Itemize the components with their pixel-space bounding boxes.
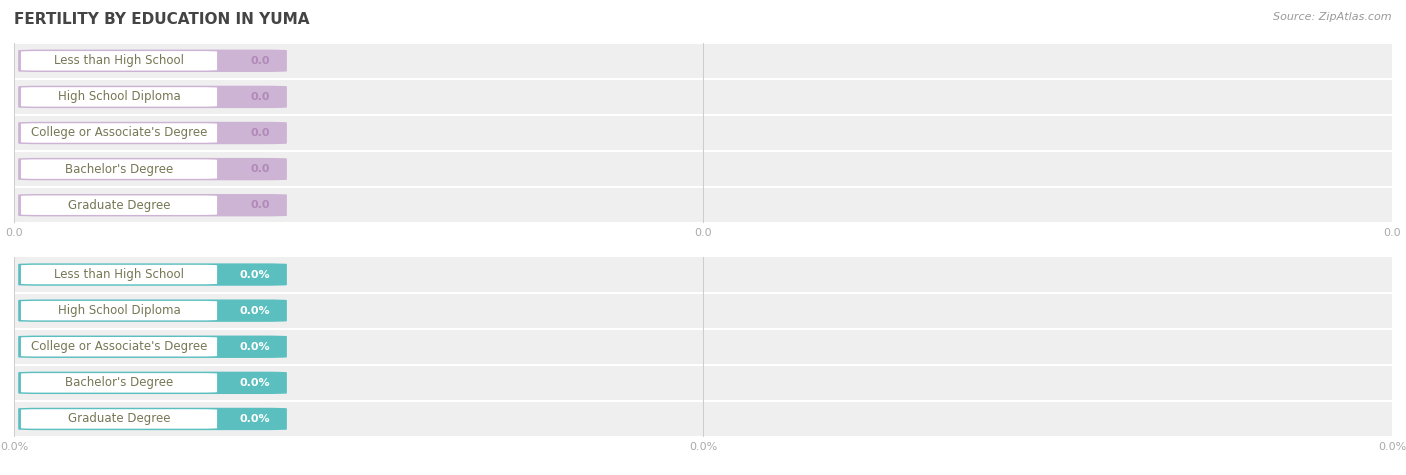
Text: High School Diploma: High School Diploma <box>58 90 180 104</box>
Text: Bachelor's Degree: Bachelor's Degree <box>65 376 173 390</box>
Text: Graduate Degree: Graduate Degree <box>67 199 170 212</box>
Text: 0.0%: 0.0% <box>239 378 270 388</box>
Text: Less than High School: Less than High School <box>53 268 184 281</box>
Text: 0.0: 0.0 <box>250 92 270 102</box>
Bar <box>14 187 1392 223</box>
FancyBboxPatch shape <box>18 49 287 72</box>
Bar <box>14 329 1392 365</box>
FancyBboxPatch shape <box>21 301 217 321</box>
FancyBboxPatch shape <box>18 194 287 217</box>
Text: 0.0: 0.0 <box>250 56 270 66</box>
Text: 0.0: 0.0 <box>250 128 270 138</box>
Text: 0.0%: 0.0% <box>239 269 270 280</box>
FancyBboxPatch shape <box>21 159 217 179</box>
FancyBboxPatch shape <box>18 335 287 358</box>
FancyBboxPatch shape <box>18 122 287 144</box>
Text: College or Associate's Degree: College or Associate's Degree <box>31 126 207 140</box>
FancyBboxPatch shape <box>18 158 287 180</box>
FancyBboxPatch shape <box>21 51 217 71</box>
Bar <box>14 365 1392 401</box>
FancyBboxPatch shape <box>21 409 217 429</box>
FancyBboxPatch shape <box>18 86 287 108</box>
Text: 0.0%: 0.0% <box>239 305 270 316</box>
Bar <box>14 151 1392 187</box>
Text: 0.0%: 0.0% <box>239 342 270 352</box>
FancyBboxPatch shape <box>18 408 287 430</box>
FancyBboxPatch shape <box>21 195 217 215</box>
Text: High School Diploma: High School Diploma <box>58 304 180 317</box>
FancyBboxPatch shape <box>21 123 217 143</box>
FancyBboxPatch shape <box>18 371 287 394</box>
Text: 0.0%: 0.0% <box>239 414 270 424</box>
Bar <box>14 401 1392 437</box>
Bar <box>14 256 1392 293</box>
Text: College or Associate's Degree: College or Associate's Degree <box>31 340 207 353</box>
Text: Less than High School: Less than High School <box>53 54 184 67</box>
Text: 0.0: 0.0 <box>250 200 270 210</box>
Text: FERTILITY BY EDUCATION IN YUMA: FERTILITY BY EDUCATION IN YUMA <box>14 12 309 27</box>
Text: Bachelor's Degree: Bachelor's Degree <box>65 162 173 176</box>
Text: Graduate Degree: Graduate Degree <box>67 412 170 426</box>
FancyBboxPatch shape <box>21 337 217 357</box>
Bar <box>14 293 1392 329</box>
FancyBboxPatch shape <box>21 373 217 393</box>
Bar <box>14 43 1392 79</box>
Text: Source: ZipAtlas.com: Source: ZipAtlas.com <box>1274 12 1392 22</box>
Bar <box>14 115 1392 151</box>
FancyBboxPatch shape <box>18 263 287 286</box>
Text: 0.0: 0.0 <box>250 164 270 174</box>
Bar <box>14 79 1392 115</box>
FancyBboxPatch shape <box>18 299 287 322</box>
FancyBboxPatch shape <box>21 87 217 107</box>
FancyBboxPatch shape <box>21 265 217 285</box>
